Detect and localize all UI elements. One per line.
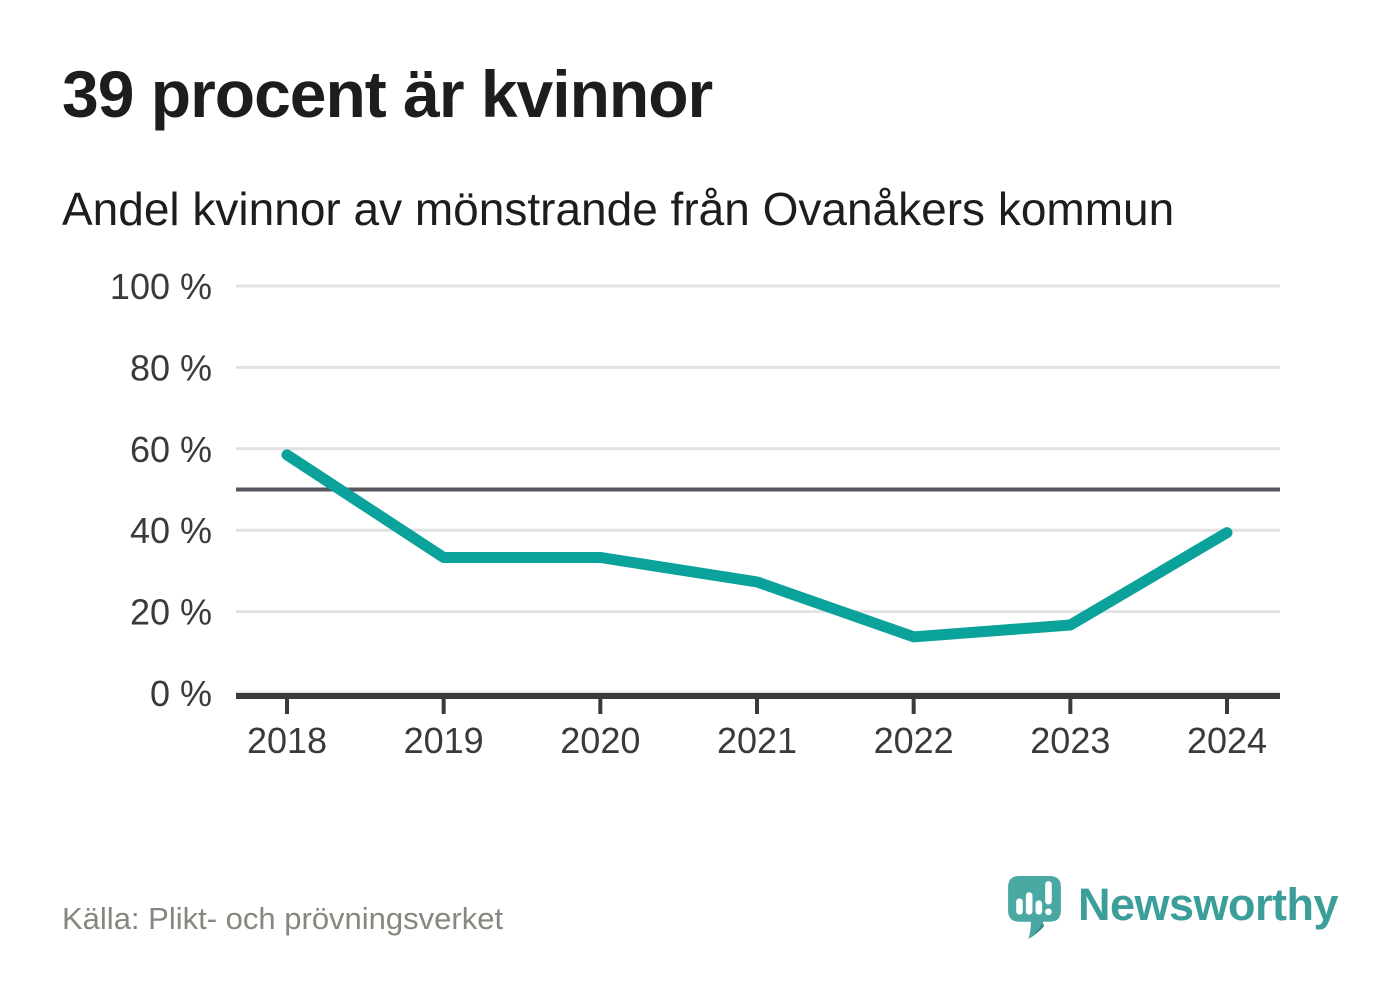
speech-bubble-shape <box>1008 876 1061 939</box>
data-line <box>281 449 1233 643</box>
y-tick-label: 40 % <box>130 510 212 551</box>
y-tick-label: 0 % <box>150 673 212 714</box>
y-tick-label: 60 % <box>130 429 212 470</box>
x-tick-label: 2021 <box>717 720 797 761</box>
speech-bubble-tail-shade <box>1028 921 1045 939</box>
y-tick-label: 100 % <box>110 266 212 307</box>
chart-subtitle: Andel kvinnor av mönstrande från Ovanåke… <box>62 183 1175 235</box>
newsworthy-logo-text: Newsworthy <box>1078 879 1339 930</box>
x-tick-label: 2022 <box>874 720 954 761</box>
y-tick-label: 20 % <box>130 592 212 633</box>
x-tick-label: 2023 <box>1030 720 1110 761</box>
x-tick-label: 2024 <box>1187 720 1267 761</box>
newsworthy-speech-bubble-icon <box>1008 876 1061 939</box>
bar-chart-exclamation-glyph <box>1016 881 1052 916</box>
x-tick-label: 2018 <box>247 720 327 761</box>
x-tick-label: 2020 <box>560 720 640 761</box>
source-label: Källa: Plikt- och prövningsverket <box>62 901 504 936</box>
y-tick-label: 80 % <box>130 347 212 388</box>
chart-title: 39 procent är kvinnor <box>62 57 713 131</box>
newsworthy-logo: Newsworthy <box>1008 876 1339 940</box>
x-tick-label: 2019 <box>404 720 484 761</box>
